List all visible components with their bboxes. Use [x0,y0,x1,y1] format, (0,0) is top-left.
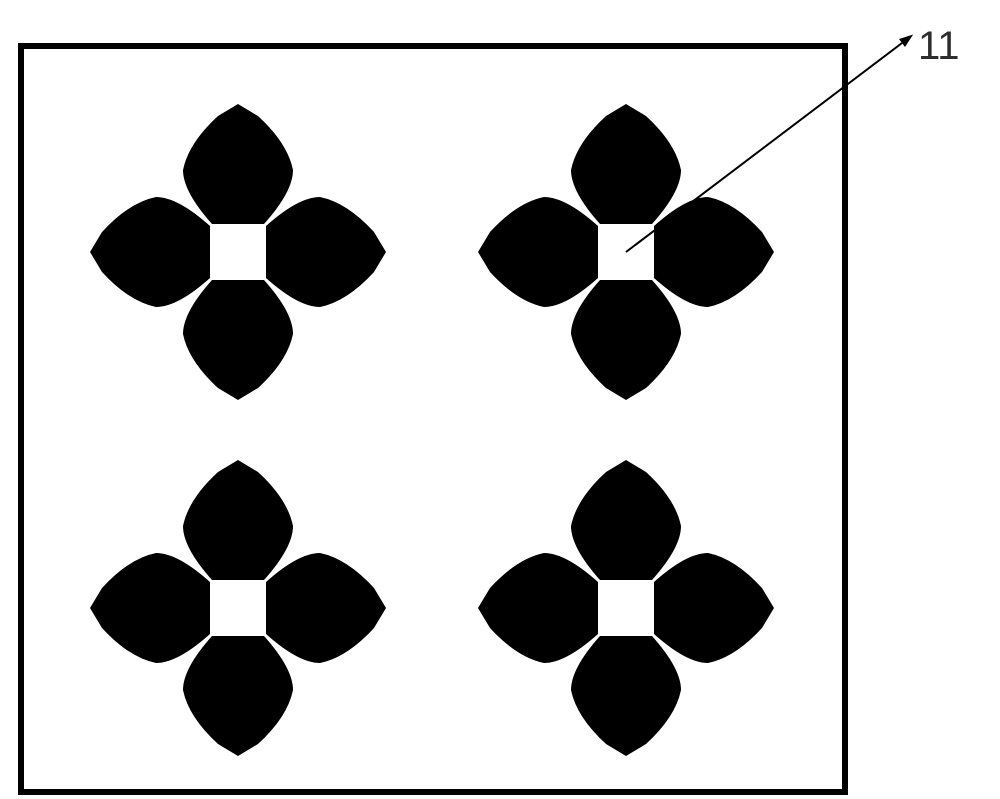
cross-top-right [468,94,784,415]
diagram-canvas: 11 [0,0,1000,799]
cross-top-left [80,94,396,415]
callout-label: 11 [918,24,960,69]
cross-bottom-right [468,450,784,771]
cross-bottom-left [80,450,396,771]
